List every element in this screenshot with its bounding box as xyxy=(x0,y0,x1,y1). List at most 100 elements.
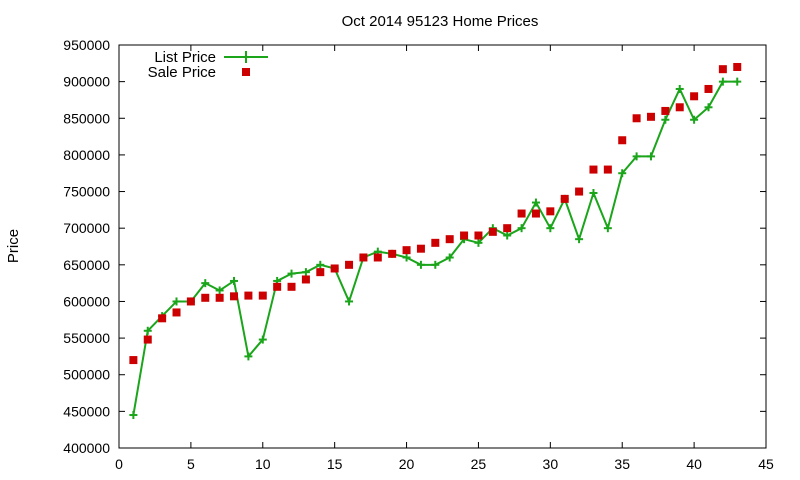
list-price-point xyxy=(546,224,555,233)
sale-price-point xyxy=(589,165,598,174)
sale-price-point xyxy=(531,209,540,218)
sale-price-point xyxy=(416,244,425,253)
sale-price-point xyxy=(301,275,310,284)
legend-marker-sale-price xyxy=(242,68,250,76)
sale-price-point xyxy=(546,207,555,216)
list-price-point xyxy=(201,279,210,288)
list-price-point xyxy=(431,260,440,269)
y-tick-label: 700000 xyxy=(63,220,110,236)
sale-price-point xyxy=(445,235,454,244)
list-price-point xyxy=(589,189,598,198)
sale-price-point xyxy=(244,291,253,300)
sale-price-point xyxy=(330,264,339,273)
list-price-line xyxy=(132,80,738,416)
x-tick-label: 15 xyxy=(327,456,343,472)
list-price-point xyxy=(258,335,267,344)
y-tick-label: 950000 xyxy=(63,37,110,53)
sale-price-point xyxy=(388,249,397,258)
list-price-point xyxy=(661,115,670,124)
sale-price-point xyxy=(258,291,267,300)
legend-label-sale-price: Sale Price xyxy=(148,64,216,81)
x-tick-label: 40 xyxy=(686,456,702,472)
sale-price-point xyxy=(517,209,526,218)
sale-price-point xyxy=(129,356,138,365)
sale-price-point xyxy=(230,292,239,301)
list-price-point xyxy=(603,224,612,233)
sale-price-point xyxy=(402,246,411,255)
sale-price-point xyxy=(632,114,641,123)
sale-price-point xyxy=(488,227,497,236)
sale-price-point xyxy=(704,84,713,93)
y-tick-label: 500000 xyxy=(63,367,110,383)
y-axis-label: Price xyxy=(5,229,22,263)
y-tick-label: 550000 xyxy=(63,330,110,346)
x-tick-label: 5 xyxy=(187,456,195,472)
sale-price-point xyxy=(158,314,167,323)
list-price-series xyxy=(129,77,742,420)
list-price-point xyxy=(345,297,354,306)
list-price-point xyxy=(143,326,152,335)
list-price-point xyxy=(618,169,627,178)
sale-price-point xyxy=(560,194,569,203)
y-tick-label: 900000 xyxy=(63,74,110,90)
sale-price-point xyxy=(661,106,670,115)
list-price-point xyxy=(675,84,684,93)
sale-price-point xyxy=(373,253,382,262)
y-tick-label: 600000 xyxy=(63,293,110,309)
sale-price-point xyxy=(172,308,181,317)
sale-price-point xyxy=(316,268,325,277)
list-price-point xyxy=(301,268,310,277)
list-price-point xyxy=(646,152,655,161)
sale-price-point xyxy=(575,187,584,196)
sale-price-point xyxy=(273,282,282,291)
x-tick-label: 10 xyxy=(255,456,271,472)
x-tick-label: 45 xyxy=(758,456,774,472)
list-price-point xyxy=(244,352,253,361)
list-price-point xyxy=(316,260,325,269)
sale-price-point xyxy=(646,112,655,121)
sale-price-point xyxy=(733,62,742,71)
x-tick-label: 0 xyxy=(115,456,123,472)
y-tick-label: 400000 xyxy=(63,440,110,456)
sale-price-point xyxy=(431,238,440,247)
list-price-point xyxy=(402,253,411,262)
sale-price-point xyxy=(287,282,296,291)
sale-price-point xyxy=(618,136,627,145)
list-price-point xyxy=(575,235,584,244)
sale-price-point xyxy=(503,224,512,233)
list-price-point xyxy=(632,152,641,161)
list-price-point xyxy=(704,103,713,112)
list-price-point xyxy=(517,224,526,233)
sale-price-point xyxy=(718,65,727,74)
list-price-point xyxy=(733,77,742,86)
list-price-point xyxy=(718,77,727,86)
sale-price-series xyxy=(129,62,742,365)
sale-price-point xyxy=(201,293,210,302)
list-price-point xyxy=(129,411,138,420)
y-tick-label: 650000 xyxy=(63,257,110,273)
axis-ticks: 0 5 10 15 20 25 30 35 40 45 400000 450000 500000 5500… xyxy=(63,37,774,472)
list-price-point xyxy=(474,238,483,247)
list-price-point xyxy=(230,276,239,285)
y-tick-label: 850000 xyxy=(63,110,110,126)
sale-price-point xyxy=(690,92,699,101)
list-price-point xyxy=(445,253,454,262)
sale-price-point xyxy=(474,231,483,240)
sale-price-point xyxy=(345,260,354,269)
list-price-point xyxy=(172,297,181,306)
sale-price-point xyxy=(143,335,152,344)
legend-marker-list-price xyxy=(240,51,252,63)
list-price-point xyxy=(416,260,425,269)
sale-price-point xyxy=(215,293,224,302)
y-tick-label: 800000 xyxy=(63,147,110,163)
x-tick-label: 35 xyxy=(614,456,630,472)
x-tick-label: 25 xyxy=(471,456,487,472)
x-tick-label: 30 xyxy=(543,456,559,472)
sale-price-point xyxy=(460,231,469,240)
list-price-point xyxy=(503,231,512,240)
chart-title: Oct 2014 95123 Home Prices xyxy=(342,13,539,30)
list-price-point xyxy=(215,286,224,295)
sale-price-point xyxy=(359,253,368,262)
legend-label-list-price: List Price xyxy=(154,49,216,66)
